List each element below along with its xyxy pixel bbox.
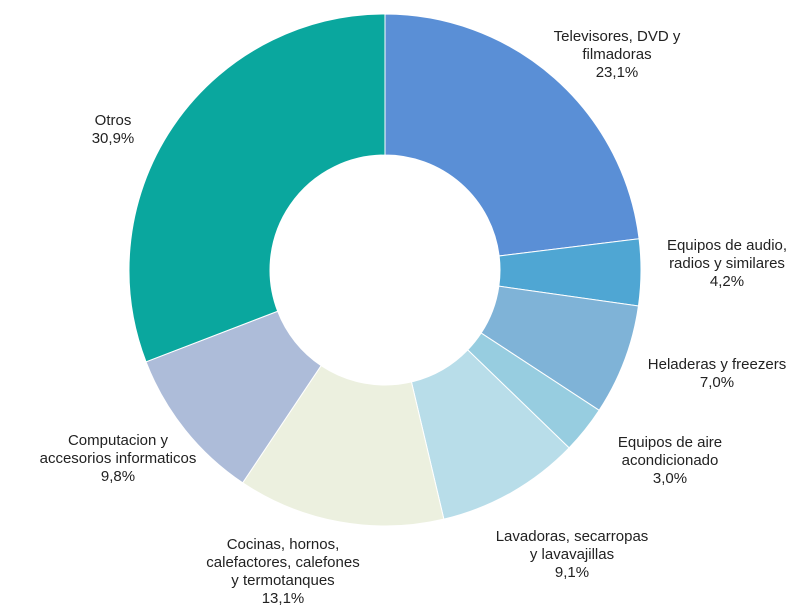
value-label: 23,1%	[595, 64, 639, 81]
slice-label: Televisores, DVD y filmadoras 23,1%	[507, 28, 727, 82]
slice	[128, 13, 386, 363]
category-name: Heladeras y freezers	[647, 356, 787, 373]
category-name: Equipos de audio, radios y similares	[666, 237, 788, 272]
slice-label: Lavadoras, secarropas y lavavajillas 9,1%	[462, 528, 682, 582]
slice	[384, 13, 640, 257]
value-label: 9,1%	[554, 564, 590, 581]
category-name: Otros	[94, 112, 132, 129]
slice-label: Computacion y accesorios informaticos 9,8…	[8, 432, 228, 486]
value-label: 9,8%	[100, 468, 136, 485]
category-name: Computacion y accesorios informaticos	[39, 432, 197, 467]
slice-label: Otros 30,9%	[3, 112, 223, 148]
value-label: 4,2%	[709, 273, 745, 290]
slice	[241, 364, 445, 527]
category-name: Lavadoras, secarropas y lavavajillas	[495, 528, 649, 563]
slice-label: Cocinas, hornos, calefactores, calefones…	[173, 536, 393, 608]
slice-label: Heladeras y freezers 7,0%	[607, 356, 798, 392]
slice-label: Equipos de audio, radios y similares 4,2%	[617, 237, 798, 291]
category-name: Cocinas, hornos, calefactores, calefones…	[206, 536, 360, 589]
value-label: 7,0%	[699, 374, 735, 391]
category-name: Equipos de aire acondicionado	[617, 434, 723, 469]
value-label: 3,0%	[652, 470, 688, 487]
category-name: Televisores, DVD y filmadoras	[553, 28, 681, 63]
slice-label: Equipos de aire acondicionado 3,0%	[560, 434, 780, 488]
value-label: 30,9%	[91, 130, 135, 147]
value-label: 13,1%	[261, 590, 305, 607]
